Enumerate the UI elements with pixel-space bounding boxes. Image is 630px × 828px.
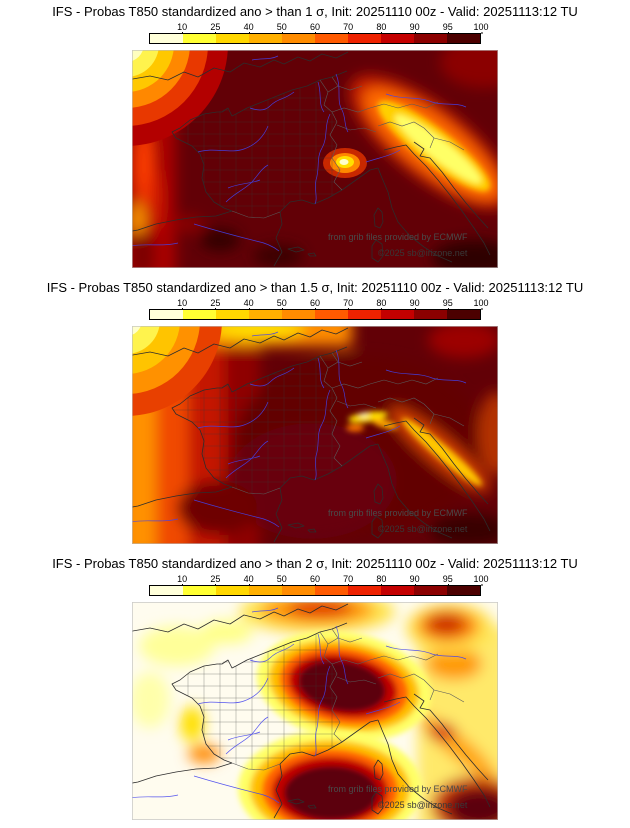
colorbar-tick-label: 80 xyxy=(376,22,387,34)
map-panel-2sigma: IFS - Probas T850 standardized ano > tha… xyxy=(0,552,630,828)
probability-field xyxy=(132,602,498,820)
colorbar-segment xyxy=(348,310,381,319)
colorbar-segment xyxy=(183,34,216,43)
colorbar-tick-label: 40 xyxy=(243,298,254,310)
watermark-copyright: ©2025 sb@irizone.net xyxy=(378,524,468,534)
colorbar-segment xyxy=(414,34,447,43)
colorbar-tick-label: 70 xyxy=(343,298,354,310)
colorbar-segment xyxy=(249,310,282,319)
south-blob xyxy=(238,730,422,820)
colorbar-segment xyxy=(414,310,447,319)
colorbar-segment xyxy=(315,586,348,595)
panel-title: IFS - Probas T850 standardized ano > tha… xyxy=(52,4,578,19)
colorbar-segment xyxy=(183,586,216,595)
map-frame xyxy=(132,602,498,820)
center-hotspot xyxy=(323,148,367,178)
colorbar-segment xyxy=(315,310,348,319)
probability-map-2sigma: from grib files provided by ECMWF ©2025 … xyxy=(132,602,498,820)
probability-colorbar: 10 25 40 50 60 70 80 90 95 100 xyxy=(149,298,489,320)
colorbar-labels: 10 25 40 50 60 70 80 90 95 100 xyxy=(149,574,489,586)
watermark-ecmwf: from grib files provided by ECMWF xyxy=(328,508,468,518)
panel-title: IFS - Probas T850 standardized ano > tha… xyxy=(46,280,584,295)
colorbar-tick-label: 10 xyxy=(177,574,188,586)
map-frame xyxy=(132,50,498,268)
colorbar-segment xyxy=(249,586,282,595)
colorbar-segment xyxy=(150,310,183,319)
colorbar-segment xyxy=(150,586,183,595)
colorbar-bar xyxy=(149,33,481,44)
colorbar-tick-label: 95 xyxy=(442,22,453,34)
colorbar-tick-label: 60 xyxy=(309,298,321,310)
colorbar-segment xyxy=(381,586,414,595)
colorbar-tick-label: 95 xyxy=(442,298,453,310)
map-panel-1sigma: IFS - Probas T850 standardized ano > tha… xyxy=(0,0,630,276)
colorbar-tick-label: 70 xyxy=(343,22,354,34)
probability-field xyxy=(132,326,498,544)
colorbar-segment xyxy=(348,586,381,595)
colorbar-segment xyxy=(150,34,183,43)
colorbar-tick-label: 60 xyxy=(309,22,321,34)
colorbar-tick-label: 10 xyxy=(177,22,188,34)
colorbar-segment xyxy=(282,34,315,43)
colorbar-segment xyxy=(216,586,249,595)
colorbar-tick-label: 100 xyxy=(473,22,489,34)
colorbar-segment xyxy=(381,34,414,43)
map-frame xyxy=(132,326,498,544)
colorbar-tick-label: 80 xyxy=(376,298,387,310)
colorbar-segment xyxy=(183,310,216,319)
colorbar-labels: 10 25 40 50 60 70 80 90 95 100 xyxy=(149,22,489,34)
colorbar-tick-label: 90 xyxy=(409,574,420,586)
colorbar-segment xyxy=(447,586,480,595)
probability-colorbar: 10 25 40 50 60 70 80 90 95 100 xyxy=(149,22,489,44)
colorbar-segment xyxy=(216,310,249,319)
colorbar-bar xyxy=(149,585,481,596)
colorbar-tick-label: 90 xyxy=(409,298,420,310)
colorbar-tick-label: 50 xyxy=(276,574,287,586)
corner-bands xyxy=(132,326,222,416)
colorbar-tick-label: 10 xyxy=(177,298,188,310)
watermark-ecmwf: from grib files provided by ECMWF xyxy=(328,232,468,242)
colorbar-tick-label: 60 xyxy=(309,574,321,586)
colorbar-segment xyxy=(447,310,480,319)
colorbar-tick-label: 95 xyxy=(442,574,453,586)
colorbar-segment xyxy=(348,34,381,43)
probability-map-1p5sigma: from grib files provided by ECMWF ©2025 … xyxy=(132,326,498,544)
colorbar-tick-label: 25 xyxy=(210,298,221,310)
colorbar-labels: 10 25 40 50 60 70 80 90 95 100 xyxy=(149,298,489,310)
colorbar-tick-label: 100 xyxy=(473,574,489,586)
colorbar-segment xyxy=(381,310,414,319)
colorbar-tick-label: 80 xyxy=(376,574,387,586)
colorbar-tick-label: 40 xyxy=(243,22,254,34)
colorbar-tick-label: 25 xyxy=(210,574,221,586)
watermark-copyright: ©2025 sb@irizone.net xyxy=(378,248,468,258)
colorbar-segment xyxy=(447,34,480,43)
colorbar-segment xyxy=(249,34,282,43)
colorbar-tick-label: 90 xyxy=(409,22,420,34)
probability-map-1sigma: from grib files provided by ECMWF ©2025 … xyxy=(132,50,498,268)
colorbar-tick-label: 40 xyxy=(243,574,254,586)
colorbar-tick-label: 70 xyxy=(343,574,354,586)
colorbar-tick-label: 50 xyxy=(276,22,287,34)
map-panel-1p5sigma: IFS - Probas T850 standardized ano > tha… xyxy=(0,276,630,552)
colorbar-bar xyxy=(149,309,481,320)
probability-colorbar: 10 25 40 50 60 70 80 90 95 100 xyxy=(149,574,489,596)
panel-title: IFS - Probas T850 standardized ano > tha… xyxy=(52,556,578,571)
colorbar-tick-label: 50 xyxy=(276,298,287,310)
colorbar-tick-label: 25 xyxy=(210,22,221,34)
probability-field xyxy=(132,50,498,268)
colorbar-segment xyxy=(315,34,348,43)
watermark-ecmwf: from grib files provided by ECMWF xyxy=(328,784,468,794)
colorbar-segment xyxy=(216,34,249,43)
colorbar-segment xyxy=(282,586,315,595)
colorbar-segment xyxy=(282,310,315,319)
colorbar-segment xyxy=(414,586,447,595)
watermark-copyright: ©2025 sb@irizone.net xyxy=(378,800,468,810)
colorbar-tick-label: 100 xyxy=(473,298,489,310)
center-blob xyxy=(256,630,432,742)
corner-bands xyxy=(132,50,228,146)
